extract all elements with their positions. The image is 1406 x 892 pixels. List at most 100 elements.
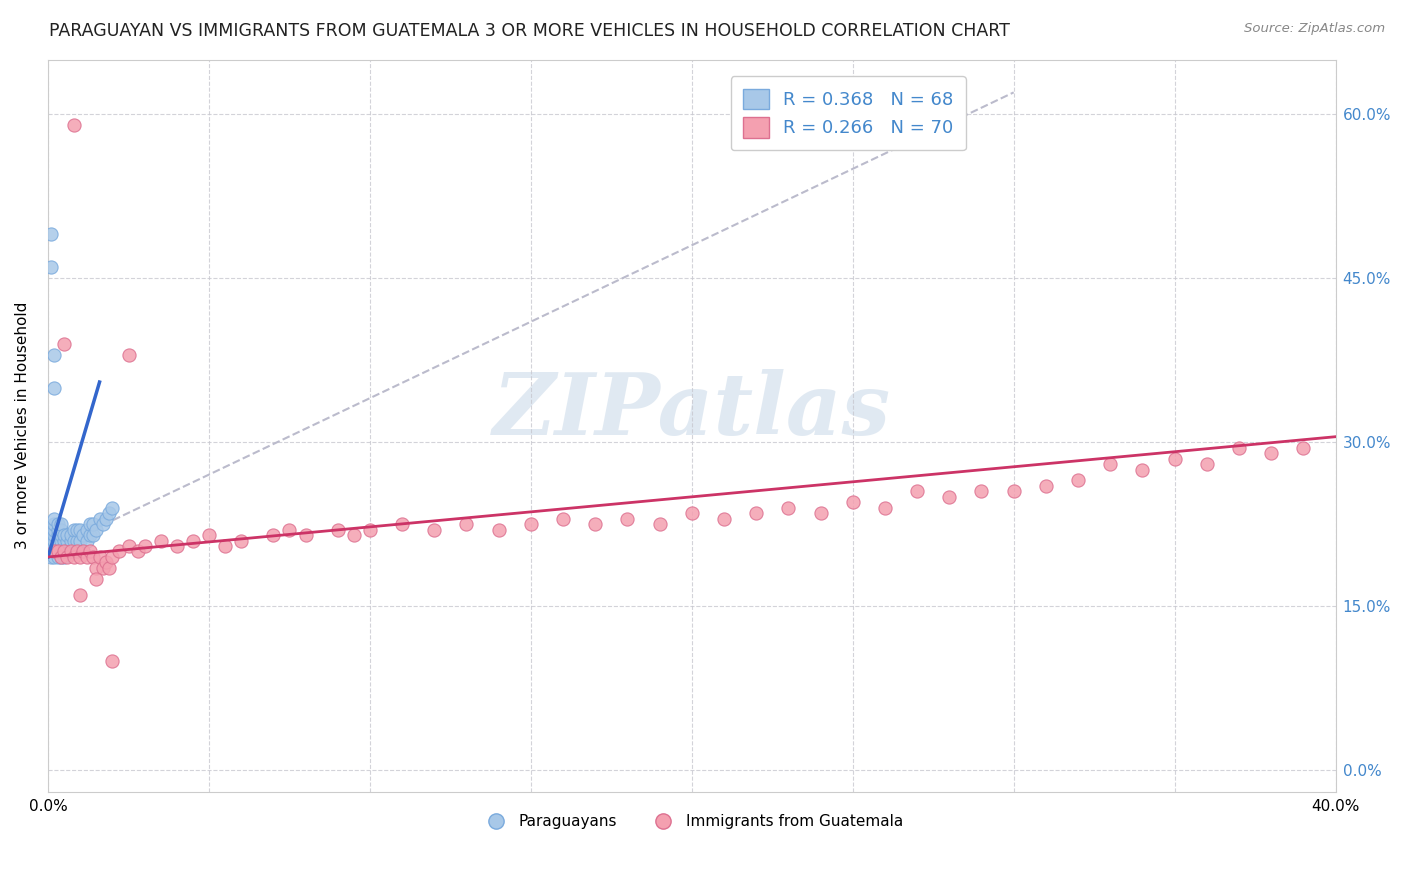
Point (49, 549, 72, 564)
Point (59, 539, 82, 553)
Point (56, 544, 79, 558)
Point (62, 544, 84, 558)
Point (79, 528, 101, 542)
Point (166, 539, 188, 553)
Point (39, 549, 62, 564)
Point (66, 544, 89, 558)
Point (520, 517, 543, 532)
Point (101, 654, 124, 668)
Point (117, 539, 139, 553)
Point (59, 544, 82, 558)
Point (391, 517, 413, 532)
Point (69, 588, 91, 602)
Point (91, 561, 114, 575)
Point (127, 544, 149, 558)
Point (76, 523, 98, 537)
Point (278, 523, 301, 537)
Point (214, 539, 236, 553)
Point (59, 533, 82, 548)
Point (44, 348, 66, 362)
Point (1002, 484, 1025, 499)
Point (44, 517, 66, 532)
Point (44, 511, 66, 525)
Point (72, 544, 94, 558)
Point (76, 533, 98, 548)
Point (681, 506, 703, 520)
Point (82, 528, 104, 542)
Point (66, 523, 89, 537)
Point (778, 500, 800, 515)
Point (56, 539, 79, 553)
Point (44, 380, 66, 394)
Point (46, 533, 69, 548)
Point (44, 528, 66, 542)
Point (1195, 457, 1218, 471)
Point (551, 511, 574, 525)
Point (79, 544, 101, 558)
Point (59, 528, 82, 542)
Point (53, 549, 76, 564)
Point (86, 523, 108, 537)
Point (134, 539, 156, 553)
Point (745, 506, 768, 520)
Point (39, 260, 62, 275)
Text: PARAGUAYAN VS IMMIGRANTS FROM GUATEMALA 3 OR MORE VEHICLES IN HOUSEHOLD CORRELAT: PARAGUAYAN VS IMMIGRANTS FROM GUATEMALA … (49, 22, 1010, 40)
Point (343, 528, 366, 542)
Point (79, 517, 101, 532)
Point (1067, 474, 1090, 488)
Point (53, 544, 76, 558)
Point (231, 533, 253, 548)
Point (488, 523, 510, 537)
Legend: Paraguayans, Immigrants from Guatemala: Paraguayans, Immigrants from Guatemala (474, 808, 910, 836)
Point (53, 544, 76, 558)
Point (117, 348, 139, 362)
Point (46, 549, 69, 564)
Point (873, 500, 896, 515)
Point (69, 523, 91, 537)
Point (62, 523, 84, 537)
Point (53, 533, 76, 548)
Point (49, 549, 72, 564)
Text: Source: ZipAtlas.com: Source: ZipAtlas.com (1244, 22, 1385, 36)
Point (648, 517, 671, 532)
Point (1292, 441, 1315, 455)
Point (46, 544, 69, 558)
Point (59, 544, 82, 558)
Point (101, 549, 124, 564)
Point (89, 511, 111, 525)
Point (69, 533, 91, 548)
Point (44, 544, 66, 558)
Point (72, 528, 94, 542)
Point (69, 549, 91, 564)
Point (49, 533, 72, 548)
Point (44, 539, 66, 553)
Y-axis label: 3 or more Vehicles in Household: 3 or more Vehicles in Household (15, 302, 30, 549)
Point (842, 495, 865, 509)
Point (39, 227, 62, 242)
Point (46, 523, 69, 537)
Point (198, 528, 221, 542)
Point (53, 336, 76, 351)
Point (49, 544, 72, 558)
Point (86, 572, 108, 586)
Point (98, 506, 121, 520)
Point (69, 544, 91, 558)
Point (82, 549, 104, 564)
Point (713, 511, 735, 525)
Point (49, 528, 72, 542)
Point (39, 528, 62, 542)
Point (108, 544, 131, 558)
Point (94, 556, 117, 570)
Point (86, 561, 108, 575)
Point (53, 539, 76, 553)
Point (583, 517, 606, 532)
Point (810, 506, 832, 520)
Point (39, 533, 62, 548)
Point (294, 528, 316, 542)
Point (66, 533, 89, 548)
Point (46, 528, 69, 542)
Point (46, 544, 69, 558)
Point (76, 549, 98, 564)
Point (72, 544, 94, 558)
Point (44, 544, 66, 558)
